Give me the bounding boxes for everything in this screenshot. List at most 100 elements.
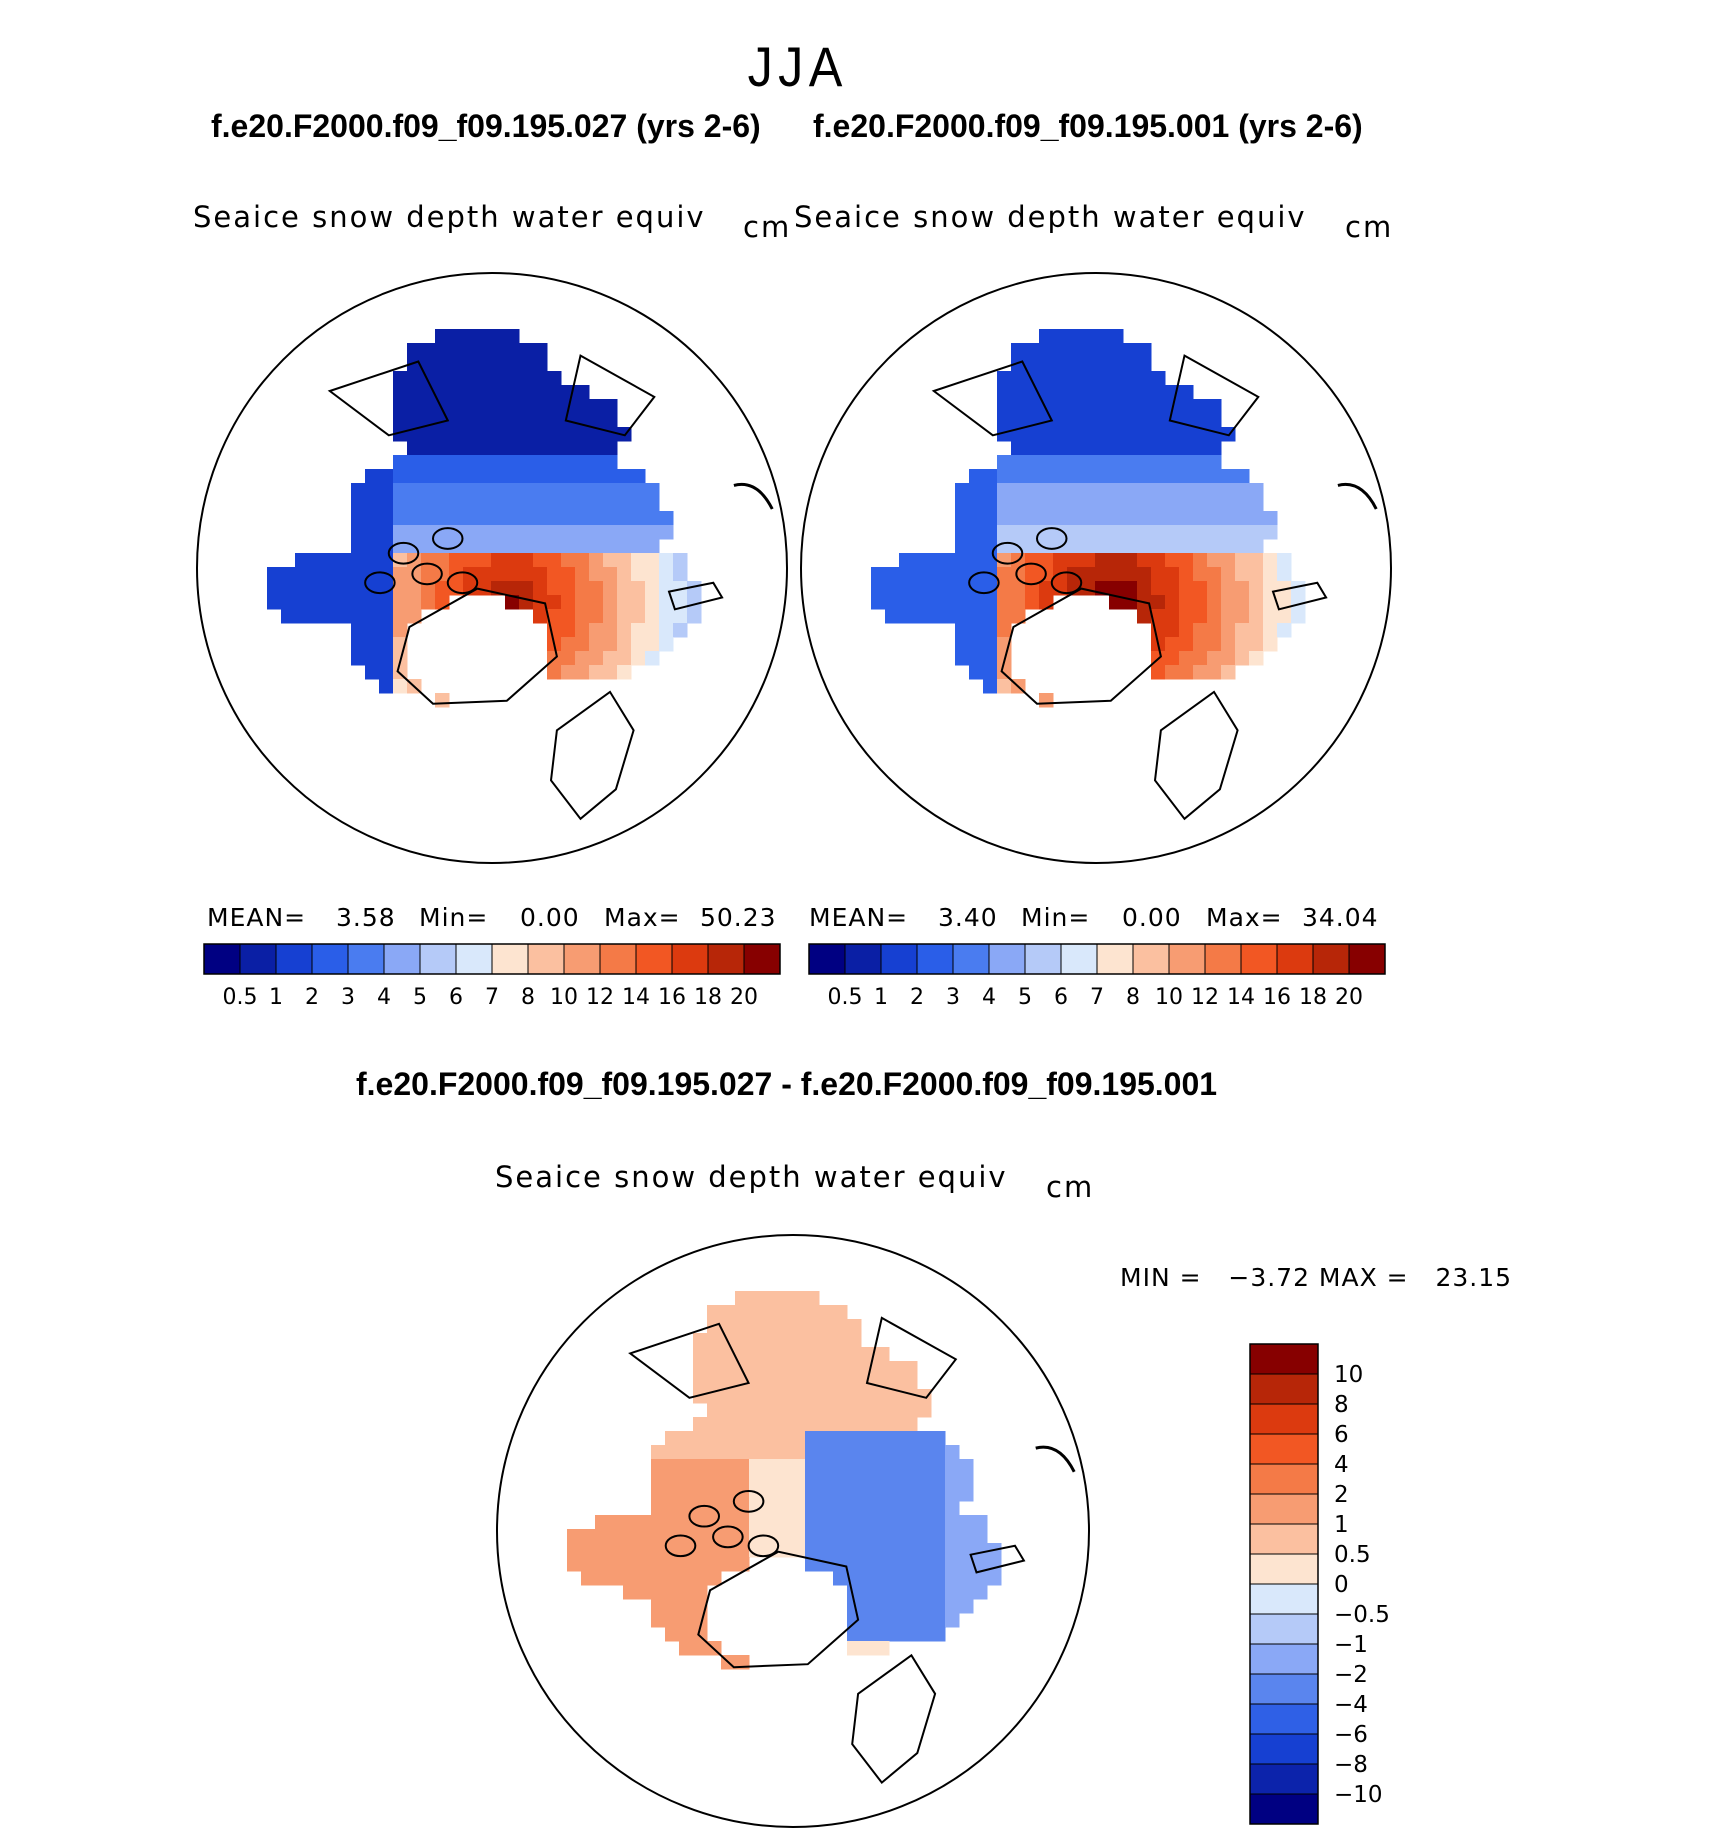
map-left-field-cell	[491, 553, 506, 568]
map-left-field-cell	[477, 539, 492, 554]
map-diff-field-cell	[721, 1459, 736, 1474]
colorbar-diff-box-6	[1249, 1523, 1319, 1555]
map-left-field-cell	[617, 553, 632, 568]
map-left-field-cell	[575, 651, 590, 666]
map-right-field-cell	[1011, 581, 1026, 596]
map-diff-field-cell	[749, 1333, 764, 1348]
map-diff-field-cell	[623, 1585, 638, 1600]
map-left-field-cell	[575, 483, 590, 498]
map-left-field-cell	[491, 371, 506, 386]
map-left-field-cell	[631, 469, 646, 484]
map-diff-field-cell	[903, 1417, 918, 1432]
map-right-field-cell	[899, 553, 914, 568]
map-diff-field-cell	[777, 1515, 792, 1530]
map-diff-field-cell	[707, 1403, 722, 1418]
map-left-field-cell	[505, 329, 520, 344]
map-diff-field-cell	[693, 1375, 708, 1390]
map-diff-field-cell	[777, 1319, 792, 1334]
map-left-field-cell	[561, 525, 576, 540]
map-left-field-cell	[365, 497, 380, 512]
map-right-field-cell	[1179, 427, 1194, 442]
map-left-field-cell	[561, 497, 576, 512]
map-diff-field-cell	[805, 1529, 820, 1544]
map-right-field-cell	[997, 455, 1012, 470]
map-left-field-cell	[449, 399, 464, 414]
map-diff-field-cell	[721, 1473, 736, 1488]
map-left-field-cell	[463, 539, 478, 554]
map-diff-field-cell	[931, 1515, 946, 1530]
map-diff-field-cell	[847, 1417, 862, 1432]
map-right-field-cell	[1277, 553, 1292, 568]
map-right-field-cell	[1165, 595, 1180, 610]
colorbar-diff-tick-label: −0.5	[1334, 1602, 1390, 1628]
map-left-field-cell	[561, 441, 576, 456]
colorbar-right-tick-label: 1	[874, 985, 888, 1010]
map-right-field-cell	[1193, 413, 1208, 428]
colorbar-left-tick-label: 1	[269, 985, 283, 1010]
map-left-field-cell	[603, 399, 618, 414]
map-right-field-cell	[1221, 553, 1236, 568]
map-left-field-cell	[337, 567, 352, 582]
map-left-field-cell	[379, 469, 394, 484]
map-diff-field-cell	[763, 1431, 778, 1446]
map-right-field-cell	[1193, 469, 1208, 484]
map-diff-field-cell	[903, 1389, 918, 1404]
map-diff-field-cell	[693, 1333, 708, 1348]
map-left-field-cell	[673, 623, 688, 638]
map-left-field-cell	[589, 427, 604, 442]
map-left-field-cell	[393, 609, 408, 624]
map-right-field-cell	[941, 553, 956, 568]
map-diff-field-cell	[679, 1571, 694, 1586]
colorbar-diff-tick-label: 6	[1334, 1422, 1349, 1448]
map-left-field-cell	[533, 371, 548, 386]
map-right-field-cell	[997, 623, 1012, 638]
map-right-field-cell	[1067, 497, 1082, 512]
map-left-field-cell	[449, 357, 464, 372]
map-diff-field-cell	[707, 1571, 722, 1586]
map-right-field-cell	[1249, 651, 1264, 666]
map-right-field-cell	[1095, 329, 1110, 344]
map-diff-field-cell	[875, 1459, 890, 1474]
map-left-field-cell	[645, 595, 660, 610]
colorbar-diff-box-14	[1249, 1763, 1319, 1795]
map-left-field-cell	[491, 427, 506, 442]
map-diff-field-cell	[721, 1445, 736, 1460]
map-right-field-cell	[1109, 399, 1124, 414]
map-right-field-cell	[927, 609, 942, 624]
map-right-field-cell	[1081, 343, 1096, 358]
map-diff-field-cell	[861, 1417, 876, 1432]
map-left-field-cell	[603, 609, 618, 624]
map-left-field-cell	[505, 567, 520, 582]
map-left-field-cell	[365, 525, 380, 540]
map-right-field-cell	[1081, 413, 1096, 428]
map-left-field-cell	[603, 413, 618, 428]
map-diff-field-cell	[721, 1305, 736, 1320]
map-right-field-cell	[969, 469, 984, 484]
map-diff-field-cell	[805, 1543, 820, 1558]
map-left-field-cell	[631, 623, 646, 638]
map-right-field-cell	[1053, 413, 1068, 428]
map-right-field-cell	[1235, 637, 1250, 652]
colorbar-right-tick-label: 2	[910, 985, 924, 1010]
map-right-field-cell	[1039, 441, 1054, 456]
map-diff-field-cell	[875, 1347, 890, 1362]
map-diff-field-cell	[707, 1305, 722, 1320]
map-left-field-cell	[631, 637, 646, 652]
map-right-field-cell	[1165, 511, 1180, 526]
map-left-field-cell	[589, 511, 604, 526]
map-left-field-cell	[477, 329, 492, 344]
map-left-field-cell	[631, 581, 646, 596]
map-diff-field-cell	[763, 1501, 778, 1516]
map-right-field-cell	[1095, 399, 1110, 414]
map-right-field-cell	[1193, 497, 1208, 512]
map-left-field-cell	[519, 371, 534, 386]
map-diff-field-cell	[735, 1515, 750, 1530]
map-right-field-cell	[1137, 413, 1152, 428]
map-right-field-cell	[1193, 581, 1208, 596]
map-right-field	[871, 329, 1306, 708]
map-right-field-cell	[1095, 343, 1110, 358]
colorbar-right-box-10	[1168, 943, 1206, 975]
map-diff-field-cell	[637, 1529, 652, 1544]
map-diff-field-cell	[581, 1529, 596, 1544]
map-left-field-cell	[295, 553, 310, 568]
